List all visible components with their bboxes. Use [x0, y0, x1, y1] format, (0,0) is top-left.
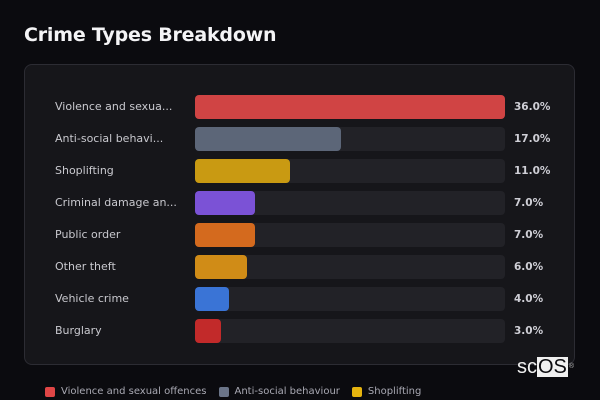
bar-row: Vehicle crime 4.0% [25, 287, 574, 311]
bar-track [195, 255, 505, 279]
legend-label: Anti-social behaviour [234, 386, 340, 397]
bar-label: Vehicle crime [55, 292, 129, 305]
bar-fill[interactable] [195, 159, 290, 183]
bar-label: Violence and sexua... [55, 100, 173, 113]
legend-label: Violence and sexual offences [61, 386, 207, 397]
bar-row: Shoplifting 11.0% [25, 159, 574, 183]
bar-row: Other theft 6.0% [25, 255, 574, 279]
bar-label: Public order [55, 228, 121, 241]
bar-value: 11.0% [514, 165, 551, 177]
chart-card: Violence and sexua... 36.0% Anti-social be… [24, 64, 575, 365]
page-title: Crime Types Breakdown [24, 24, 277, 46]
bar-label: Shoplifting [55, 164, 114, 177]
bar-fill[interactable] [195, 287, 230, 311]
bar-track [195, 159, 505, 183]
bar-track [195, 127, 505, 151]
bar-fill[interactable] [195, 127, 342, 151]
bar-value: 17.0% [514, 133, 551, 145]
bar-row: Public order 7.0% [25, 223, 574, 247]
legend-swatch-icon [45, 386, 55, 397]
bar-fill[interactable] [195, 223, 256, 247]
watermark-prefix: sc [517, 356, 537, 378]
bar-value: 7.0% [514, 229, 544, 241]
bar-label: Other theft [55, 260, 116, 273]
bar-fill[interactable] [195, 255, 247, 279]
bar-value: 7.0% [514, 197, 544, 209]
bar-track [195, 287, 505, 311]
bar-fill[interactable] [195, 191, 256, 215]
bar-label: Burglary [55, 324, 102, 337]
legend-item[interactable]: Anti-social behaviour [218, 386, 340, 397]
bar-track [195, 223, 505, 247]
bar-value: 6.0% [514, 261, 544, 273]
bar-track [195, 319, 505, 343]
watermark-boxed: OS [537, 356, 568, 378]
legend-item[interactable]: Shoplifting [351, 386, 422, 397]
chart-legend: Violence and sexual offences Anti-social … [45, 386, 433, 397]
bar-row: Criminal damage an... 7.0% [25, 191, 574, 215]
bar-value: 4.0% [514, 293, 544, 305]
registered-icon: ® [568, 363, 575, 370]
bar-label: Criminal damage an... [55, 196, 177, 209]
legend-item[interactable]: Violence and sexual offences [45, 386, 207, 397]
bar-fill[interactable] [195, 319, 221, 343]
bar-value: 3.0% [514, 325, 544, 337]
legend-label: Shoplifting [367, 386, 422, 397]
bar-row: Anti-social behavi... 17.0% [25, 127, 574, 151]
legend-swatch-icon [218, 386, 229, 397]
bar-label: Anti-social behavi... [55, 132, 164, 145]
bar-track [195, 191, 505, 215]
watermark-logo: sc OS ® [517, 357, 574, 377]
bar-row: Violence and sexua... 36.0% [25, 95, 574, 119]
bar-fill[interactable] [195, 95, 505, 119]
bar-row: Burglary 3.0% [25, 319, 574, 343]
legend-swatch-icon [351, 386, 362, 397]
bar-value: 36.0% [514, 101, 551, 113]
bar-track [195, 95, 505, 119]
